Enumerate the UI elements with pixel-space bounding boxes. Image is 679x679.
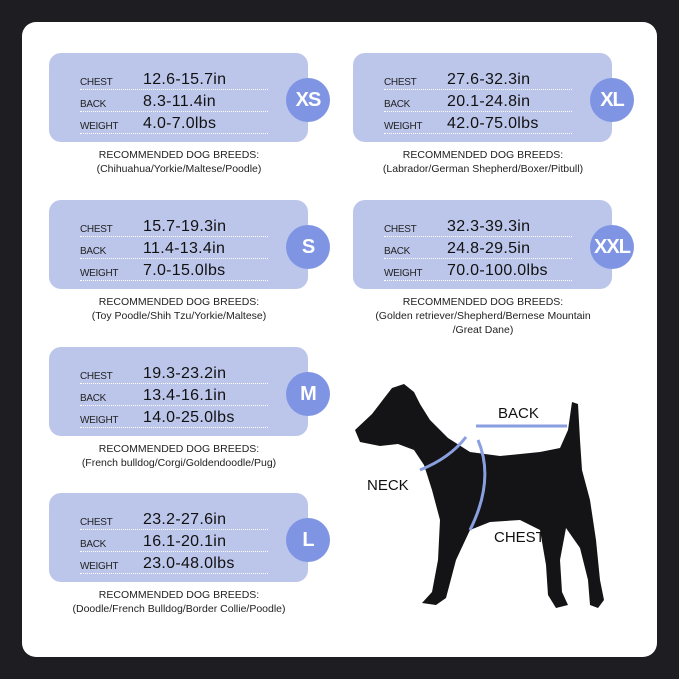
- weight-row: WEIGHT 23.0-48.0lbs: [80, 553, 268, 574]
- size-card-l: CHEST 23.2-27.6in BACK 16.1-20.1in WEIGH…: [49, 493, 330, 582]
- breeds-list-continued: /Great Dane): [452, 324, 514, 336]
- weight-label: WEIGHT: [80, 415, 119, 426]
- chest-row: CHEST 12.6-15.7in: [80, 69, 268, 90]
- recommended-breeds: RECOMMENDED DOG BREEDS: (Toy Poodle/Shih…: [29, 295, 329, 323]
- weight-label: WEIGHT: [384, 121, 423, 132]
- breeds-list: (Doodle/French Bulldog/Border Collie/Poo…: [72, 603, 286, 615]
- back-value: 20.1-24.8in: [447, 93, 531, 110]
- chest-row: CHEST 27.6-32.3in: [384, 69, 572, 90]
- weight-row: WEIGHT 42.0-75.0lbs: [384, 113, 572, 134]
- size-badge: XS: [286, 78, 330, 122]
- size-card-xxl: CHEST 32.3-39.3in BACK 24.8-29.5in WEIGH…: [353, 200, 634, 289]
- size-badge: XXL: [590, 225, 634, 269]
- chest-label: CHEST: [80, 77, 113, 88]
- chest-row: CHEST 23.2-27.6in: [80, 509, 268, 530]
- weight-row: WEIGHT 70.0-100.0lbs: [384, 260, 572, 281]
- back-label: BACK: [384, 246, 411, 257]
- weight-value: 4.0-7.0lbs: [143, 115, 217, 132]
- back-measure-label: BACK: [498, 405, 539, 422]
- back-row: BACK 13.4-16.1in: [80, 385, 268, 406]
- size-card-xl: CHEST 27.6-32.3in BACK 20.1-24.8in WEIGH…: [353, 53, 634, 142]
- breeds-list: (Labrador/German Shepherd/Boxer/Pitbull): [382, 163, 584, 175]
- size-badge: XL: [590, 78, 634, 122]
- chest-row: CHEST 32.3-39.3in: [384, 216, 572, 237]
- breeds-heading: RECOMMENDED DOG BREEDS:: [98, 443, 260, 455]
- back-label: BACK: [80, 539, 107, 550]
- chest-value: 27.6-32.3in: [447, 71, 531, 88]
- chest-row: CHEST 19.3-23.2in: [80, 363, 268, 384]
- weight-label: WEIGHT: [80, 121, 119, 132]
- back-value: 13.4-16.1in: [143, 387, 227, 404]
- back-row: BACK 20.1-24.8in: [384, 91, 572, 112]
- size-badge: M: [286, 372, 330, 416]
- neck-measure-label: NECK: [367, 477, 409, 494]
- back-value: 16.1-20.1in: [143, 533, 227, 550]
- weight-label: WEIGHT: [384, 268, 423, 279]
- breeds-heading: RECOMMENDED DOG BREEDS:: [98, 589, 260, 601]
- weight-value: 70.0-100.0lbs: [447, 262, 548, 279]
- weight-value: 7.0-15.0lbs: [143, 262, 226, 279]
- chest-label: CHEST: [384, 77, 417, 88]
- back-value: 8.3-11.4in: [143, 93, 216, 110]
- weight-row: WEIGHT 4.0-7.0lbs: [80, 113, 268, 134]
- breeds-list: (Golden retriever/Shepherd/Bernese Mount…: [375, 310, 591, 322]
- weight-row: WEIGHT 7.0-15.0lbs: [80, 260, 268, 281]
- breeds-heading: RECOMMENDED DOG BREEDS:: [98, 149, 260, 161]
- recommended-breeds: RECOMMENDED DOG BREEDS: (Golden retrieve…: [333, 295, 633, 337]
- size-badge: S: [286, 225, 330, 269]
- breeds-heading: RECOMMENDED DOG BREEDS:: [402, 296, 564, 308]
- weight-value: 14.0-25.0lbs: [143, 409, 235, 426]
- recommended-breeds: RECOMMENDED DOG BREEDS: (Doodle/French B…: [29, 588, 329, 616]
- weight-value: 42.0-75.0lbs: [447, 115, 539, 132]
- back-row: BACK 16.1-20.1in: [80, 531, 268, 552]
- size-card-xs: CHEST 12.6-15.7in BACK 8.3-11.4in WEIGHT…: [49, 53, 330, 142]
- chest-value: 12.6-15.7in: [143, 71, 227, 88]
- weight-row: WEIGHT 14.0-25.0lbs: [80, 407, 268, 428]
- chest-value: 23.2-27.6in: [143, 511, 227, 528]
- back-row: BACK 24.8-29.5in: [384, 238, 572, 259]
- back-value: 11.4-13.4in: [143, 240, 226, 257]
- size-card-m: CHEST 19.3-23.2in BACK 13.4-16.1in WEIGH…: [49, 347, 330, 436]
- breeds-heading: RECOMMENDED DOG BREEDS:: [402, 149, 564, 161]
- back-value: 24.8-29.5in: [447, 240, 531, 257]
- breeds-list: (Toy Poodle/Shih Tzu/Yorkie/Maltese): [91, 310, 267, 322]
- chest-label: CHEST: [384, 224, 417, 235]
- chest-value: 19.3-23.2in: [143, 365, 227, 382]
- breeds-list: (Chihuahua/Yorkie/Maltese/Poodle): [96, 163, 262, 175]
- size-badge: L: [286, 518, 330, 562]
- chest-value: 15.7-19.3in: [143, 218, 227, 235]
- size-card-s: CHEST 15.7-19.3in BACK 11.4-13.4in WEIGH…: [49, 200, 330, 289]
- weight-label: WEIGHT: [80, 561, 119, 572]
- back-label: BACK: [80, 246, 107, 257]
- back-row: BACK 8.3-11.4in: [80, 91, 268, 112]
- back-row: BACK 11.4-13.4in: [80, 238, 268, 259]
- chest-measure-label: CHEST: [494, 529, 545, 546]
- chest-label: CHEST: [80, 224, 113, 235]
- back-label: BACK: [80, 99, 107, 110]
- chest-label: CHEST: [80, 517, 113, 528]
- breeds-heading: RECOMMENDED DOG BREEDS:: [98, 296, 260, 308]
- recommended-breeds: RECOMMENDED DOG BREEDS: (Labrador/German…: [333, 148, 633, 176]
- recommended-breeds: RECOMMENDED DOG BREEDS: (French bulldog/…: [29, 442, 329, 470]
- weight-value: 23.0-48.0lbs: [143, 555, 235, 572]
- back-label: BACK: [384, 99, 411, 110]
- chest-row: CHEST 15.7-19.3in: [80, 216, 268, 237]
- weight-label: WEIGHT: [80, 268, 119, 279]
- back-label: BACK: [80, 393, 107, 404]
- recommended-breeds: RECOMMENDED DOG BREEDS: (Chihuahua/Yorki…: [29, 148, 329, 176]
- chest-label: CHEST: [80, 371, 113, 382]
- breeds-list: (French bulldog/Corgi/Goldendoodle/Pug): [81, 457, 277, 469]
- chest-value: 32.3-39.3in: [447, 218, 531, 235]
